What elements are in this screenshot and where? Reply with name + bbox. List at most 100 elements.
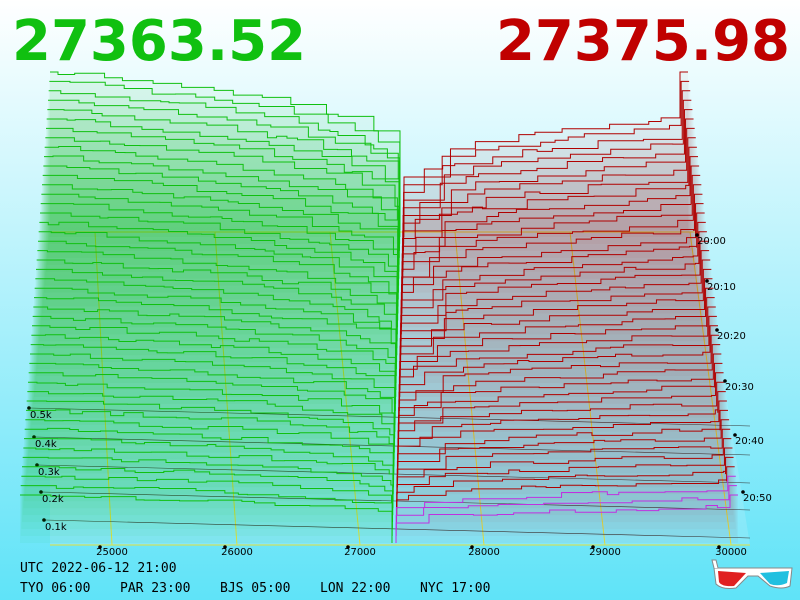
bid-line <box>47 109 400 258</box>
ask-line <box>396 438 732 502</box>
bid-line <box>50 71 401 230</box>
ask-line <box>402 109 693 258</box>
ask-line <box>398 325 718 418</box>
bid-fill <box>48 90 400 244</box>
time-label: 20:10 <box>707 282 736 293</box>
ask-line <box>403 80 690 237</box>
ask-line <box>400 212 705 335</box>
depth-label: 0.4k <box>35 439 57 450</box>
bid-fill <box>20 485 393 537</box>
bid-line <box>44 146 400 286</box>
depth-label: 0.3k <box>38 467 60 478</box>
ask-line <box>398 344 721 432</box>
ask-line <box>396 428 731 495</box>
time-label: 20:20 <box>717 331 746 342</box>
ask-line <box>399 297 715 397</box>
depth-tick <box>32 435 36 439</box>
bid-fill <box>26 409 394 481</box>
bid-fill <box>22 457 393 516</box>
ask-line <box>398 334 720 425</box>
ask-line <box>402 137 696 279</box>
bid-line <box>45 137 400 279</box>
ask-line <box>400 231 707 349</box>
bid-line <box>34 297 397 397</box>
time-tick <box>741 490 745 494</box>
bid-fill <box>44 146 399 286</box>
ask-line <box>396 456 734 516</box>
time-label: 20:30 <box>725 382 754 393</box>
bid-fill <box>25 419 394 488</box>
bid-fill <box>37 250 397 363</box>
bid-line <box>46 127 400 272</box>
ask-line <box>401 165 700 300</box>
ask-line <box>397 400 727 474</box>
ask-line <box>395 475 736 530</box>
price-label: 26000 <box>221 547 253 558</box>
time-tick <box>695 233 699 237</box>
ask-line <box>396 419 730 488</box>
bid-line <box>49 80 401 237</box>
bid-fill <box>32 325 396 418</box>
bid-line <box>42 184 399 314</box>
depth-tick <box>42 518 46 522</box>
bid-line <box>38 231 398 349</box>
bid-line <box>28 381 395 460</box>
bid-line <box>44 155 399 293</box>
bid-fill <box>33 307 396 404</box>
depth-grid-line <box>29 407 751 427</box>
price-label: 30000 <box>715 547 747 558</box>
bid-line <box>21 475 393 530</box>
bid-line <box>40 203 399 328</box>
price-tick <box>591 545 595 549</box>
bid-fill <box>40 213 398 335</box>
bid-fill <box>35 278 397 384</box>
ask-line <box>400 240 708 356</box>
ask-line <box>401 184 702 314</box>
bid-line <box>26 400 395 474</box>
bid-line <box>27 391 395 467</box>
price-label: 25000 <box>96 547 128 558</box>
ask-line <box>397 409 728 481</box>
ask-line <box>396 466 735 523</box>
time-label: 20:50 <box>743 493 772 504</box>
bid-line <box>33 306 397 404</box>
time-label: 20:00 <box>697 236 726 247</box>
ask-line <box>396 447 733 509</box>
bid-line <box>40 212 398 335</box>
ask-line <box>400 250 710 363</box>
depth-grid-line <box>41 491 751 511</box>
bid-fill <box>50 72 400 230</box>
bid-fill <box>34 288 396 390</box>
bid-line <box>22 456 394 516</box>
bid-line <box>30 344 396 432</box>
bid-line <box>23 447 394 509</box>
price-grid-line <box>329 231 361 546</box>
ask-price: 27375.98 <box>496 9 790 74</box>
bid-line <box>22 466 394 523</box>
ask-line <box>399 259 711 370</box>
bid-fill <box>31 334 396 425</box>
price-tick <box>223 545 227 549</box>
ask-line <box>395 494 738 543</box>
bid-line <box>48 99 400 251</box>
bid-fill <box>21 476 393 530</box>
ask-line <box>401 156 698 293</box>
3d-glasses-icon[interactable] <box>711 559 793 589</box>
depth-grid-line <box>34 436 751 456</box>
ask-line <box>401 193 703 321</box>
depth-tick <box>27 406 31 410</box>
city-time: NYC 17:00 <box>420 581 490 596</box>
bid-line <box>42 174 399 307</box>
bid-line <box>35 278 397 384</box>
ask-line <box>402 118 694 265</box>
utc-time: UTC 2022-06-12 21:00 <box>20 561 177 576</box>
ask-line <box>399 306 716 404</box>
bid-fill <box>45 137 399 279</box>
ask-line <box>401 203 704 328</box>
time-tick <box>733 433 737 437</box>
city-time: BJS 05:00 <box>220 581 290 596</box>
ask-line <box>402 127 695 272</box>
ask-line <box>399 287 714 390</box>
ask-line <box>402 146 697 286</box>
